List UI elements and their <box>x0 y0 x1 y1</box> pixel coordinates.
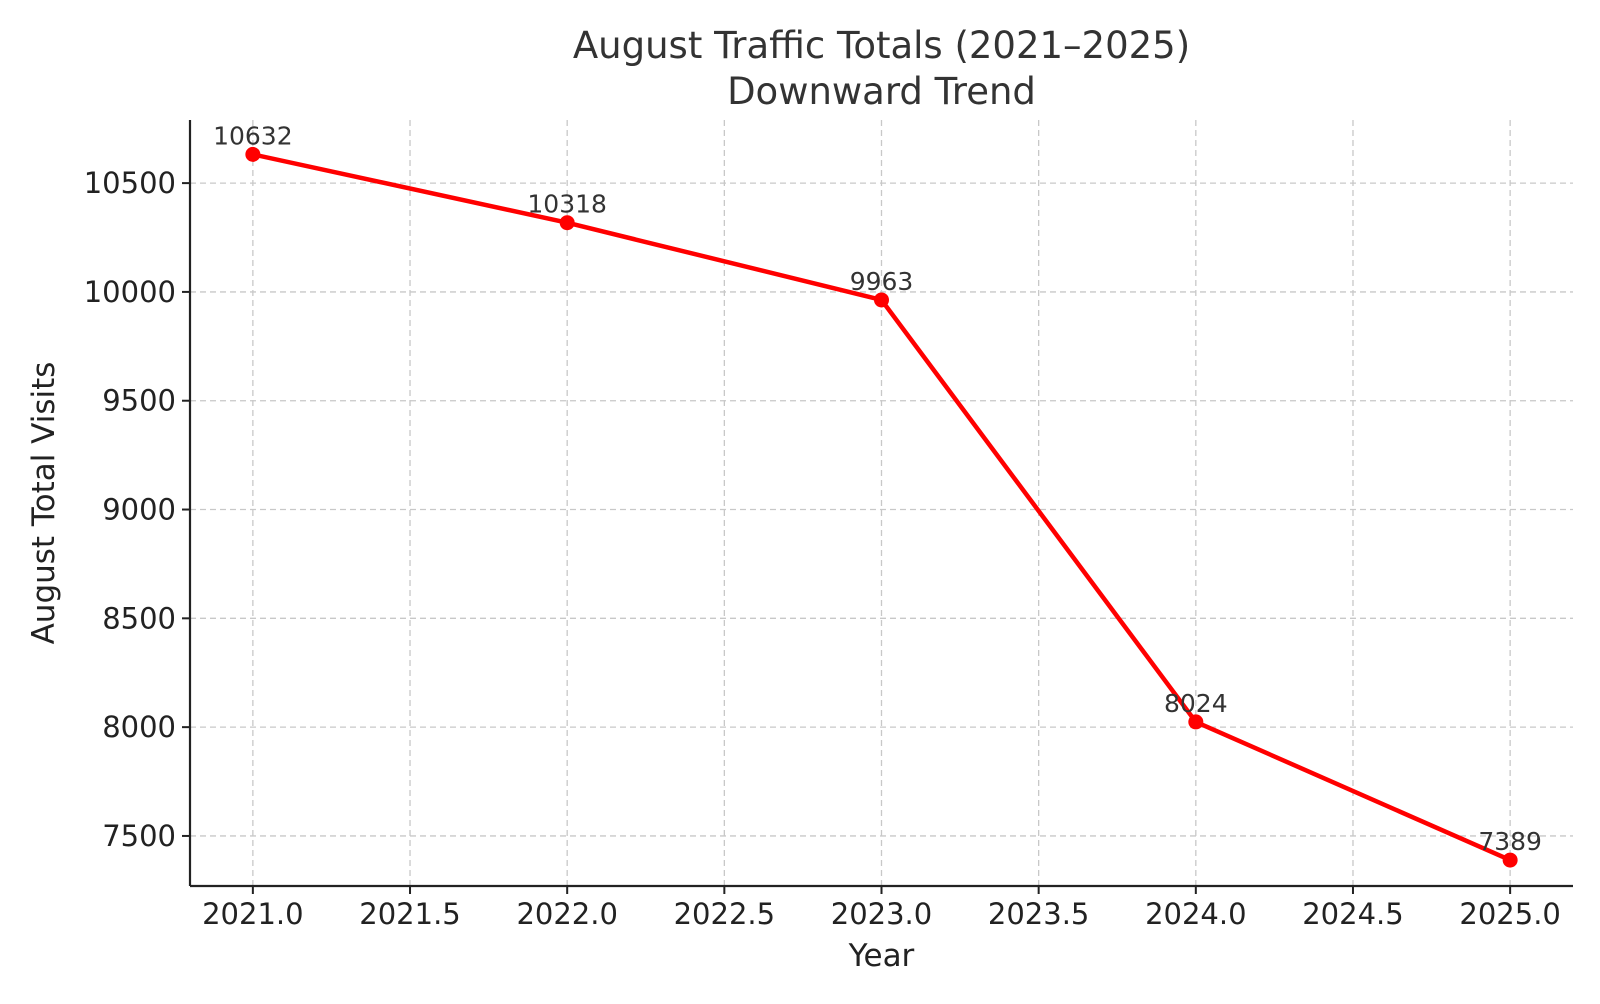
x-axis-ticks: 2021.0 2021.5 2022.0 2022.5 2023.0 2023.5 2024… <box>202 886 1561 931</box>
chart-title: August Traffic Totals (2021–2025) <box>573 24 1190 67</box>
x-tick-label: 2023.0 <box>831 897 932 931</box>
y-axis-label: August Total Visits <box>26 362 62 645</box>
y-tick-label: 9500 <box>102 384 176 418</box>
y-tick-label: 10000 <box>84 275 176 309</box>
y-tick-label: 9000 <box>102 493 176 527</box>
x-tick-label: 2021.0 <box>202 897 303 931</box>
data-point <box>245 146 261 162</box>
data-label: 10318 <box>527 190 607 219</box>
data-point <box>559 215 575 231</box>
y-tick-label: 10500 <box>84 166 176 200</box>
chart-subtitle: Downward Trend <box>727 70 1036 113</box>
y-axis-ticks: 7500 8000 8500 9000 9500 10000 10500 <box>84 166 190 853</box>
y-tick-label: 8500 <box>102 601 176 635</box>
x-tick-label: 2022.0 <box>516 897 617 931</box>
data-labels: 10632 10318 9963 8024 7389 <box>213 121 1542 856</box>
series-layer <box>245 146 1518 868</box>
y-tick-label: 8000 <box>102 710 176 744</box>
data-label: 7389 <box>1478 827 1542 856</box>
x-axis-label: Year <box>848 938 915 974</box>
x-tick-label: 2024.5 <box>1302 897 1403 931</box>
x-tick-label: 2023.5 <box>988 897 1089 931</box>
data-label: 9963 <box>850 267 914 296</box>
data-point <box>1188 714 1204 730</box>
data-label: 10632 <box>213 121 293 150</box>
x-tick-label: 2024.0 <box>1145 897 1246 931</box>
x-tick-label: 2025.0 <box>1459 897 1560 931</box>
y-tick-label: 7500 <box>102 819 176 853</box>
x-tick-label: 2022.5 <box>674 897 775 931</box>
x-tick-label: 2021.5 <box>359 897 460 931</box>
grid-lines <box>190 120 1573 886</box>
data-label: 8024 <box>1164 689 1228 718</box>
data-point <box>1502 852 1518 868</box>
data-point <box>874 292 889 308</box>
